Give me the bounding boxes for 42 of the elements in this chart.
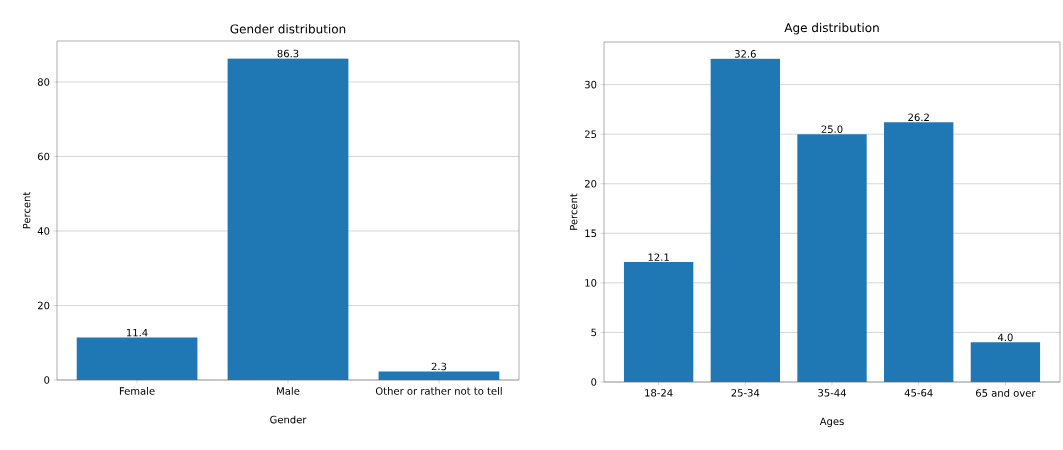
- bar: [970, 342, 1041, 382]
- y-tick-label: 80: [37, 78, 50, 86]
- bar: [378, 371, 500, 380]
- chart-title: Gender distribution: [230, 24, 346, 34]
- x-tick-label: 45-64: [904, 389, 933, 397]
- bar: [884, 122, 954, 382]
- data-label: 11.4: [126, 329, 148, 337]
- bar: [623, 262, 694, 382]
- y-tick-label: 60: [37, 152, 50, 161]
- x-tick-label: 35-44: [818, 389, 846, 397]
- data-label: 2.3: [431, 362, 447, 371]
- x-axis-title: Gender: [270, 415, 307, 424]
- x-axis-title: Ages: [819, 417, 844, 428]
- y-tick-label: 40: [37, 227, 50, 235]
- x-tick-label: Male: [277, 387, 300, 395]
- y-tick-label: 10: [585, 279, 597, 287]
- bar: [710, 58, 780, 382]
- y-tick-label: 15: [585, 229, 597, 238]
- x-tick-label: Female: [119, 387, 155, 395]
- bar: [227, 58, 349, 380]
- data-label: 86.3: [277, 49, 299, 58]
- y-tick-label: 5: [591, 328, 597, 337]
- chart-title: Age distribution: [784, 22, 879, 35]
- y-tick-label: 30: [585, 80, 597, 89]
- y-tick-label: 0: [591, 378, 597, 386]
- x-tick-label: 18-24: [645, 389, 673, 397]
- y-axis-title: Percent: [22, 191, 31, 229]
- y-tick-label: 20: [37, 301, 50, 310]
- y-tick-label: 0: [44, 376, 50, 384]
- x-tick-label: 25-34: [731, 389, 760, 397]
- data-label: 4.0: [997, 333, 1013, 342]
- data-label: 25.0: [821, 125, 843, 133]
- bar: [76, 337, 198, 380]
- y-tick-label: 25: [584, 130, 597, 138]
- data-label: 32.6: [734, 50, 756, 58]
- bar: [797, 134, 867, 382]
- data-label: 12.1: [648, 253, 669, 261]
- x-tick-label: Other or rather not to tell: [375, 387, 502, 395]
- x-tick-label: 65 and over: [976, 389, 1036, 397]
- y-axis-title: Percent: [569, 193, 578, 230]
- y-tick-label: 20: [584, 179, 597, 188]
- data-label: 26.2: [908, 113, 929, 122]
